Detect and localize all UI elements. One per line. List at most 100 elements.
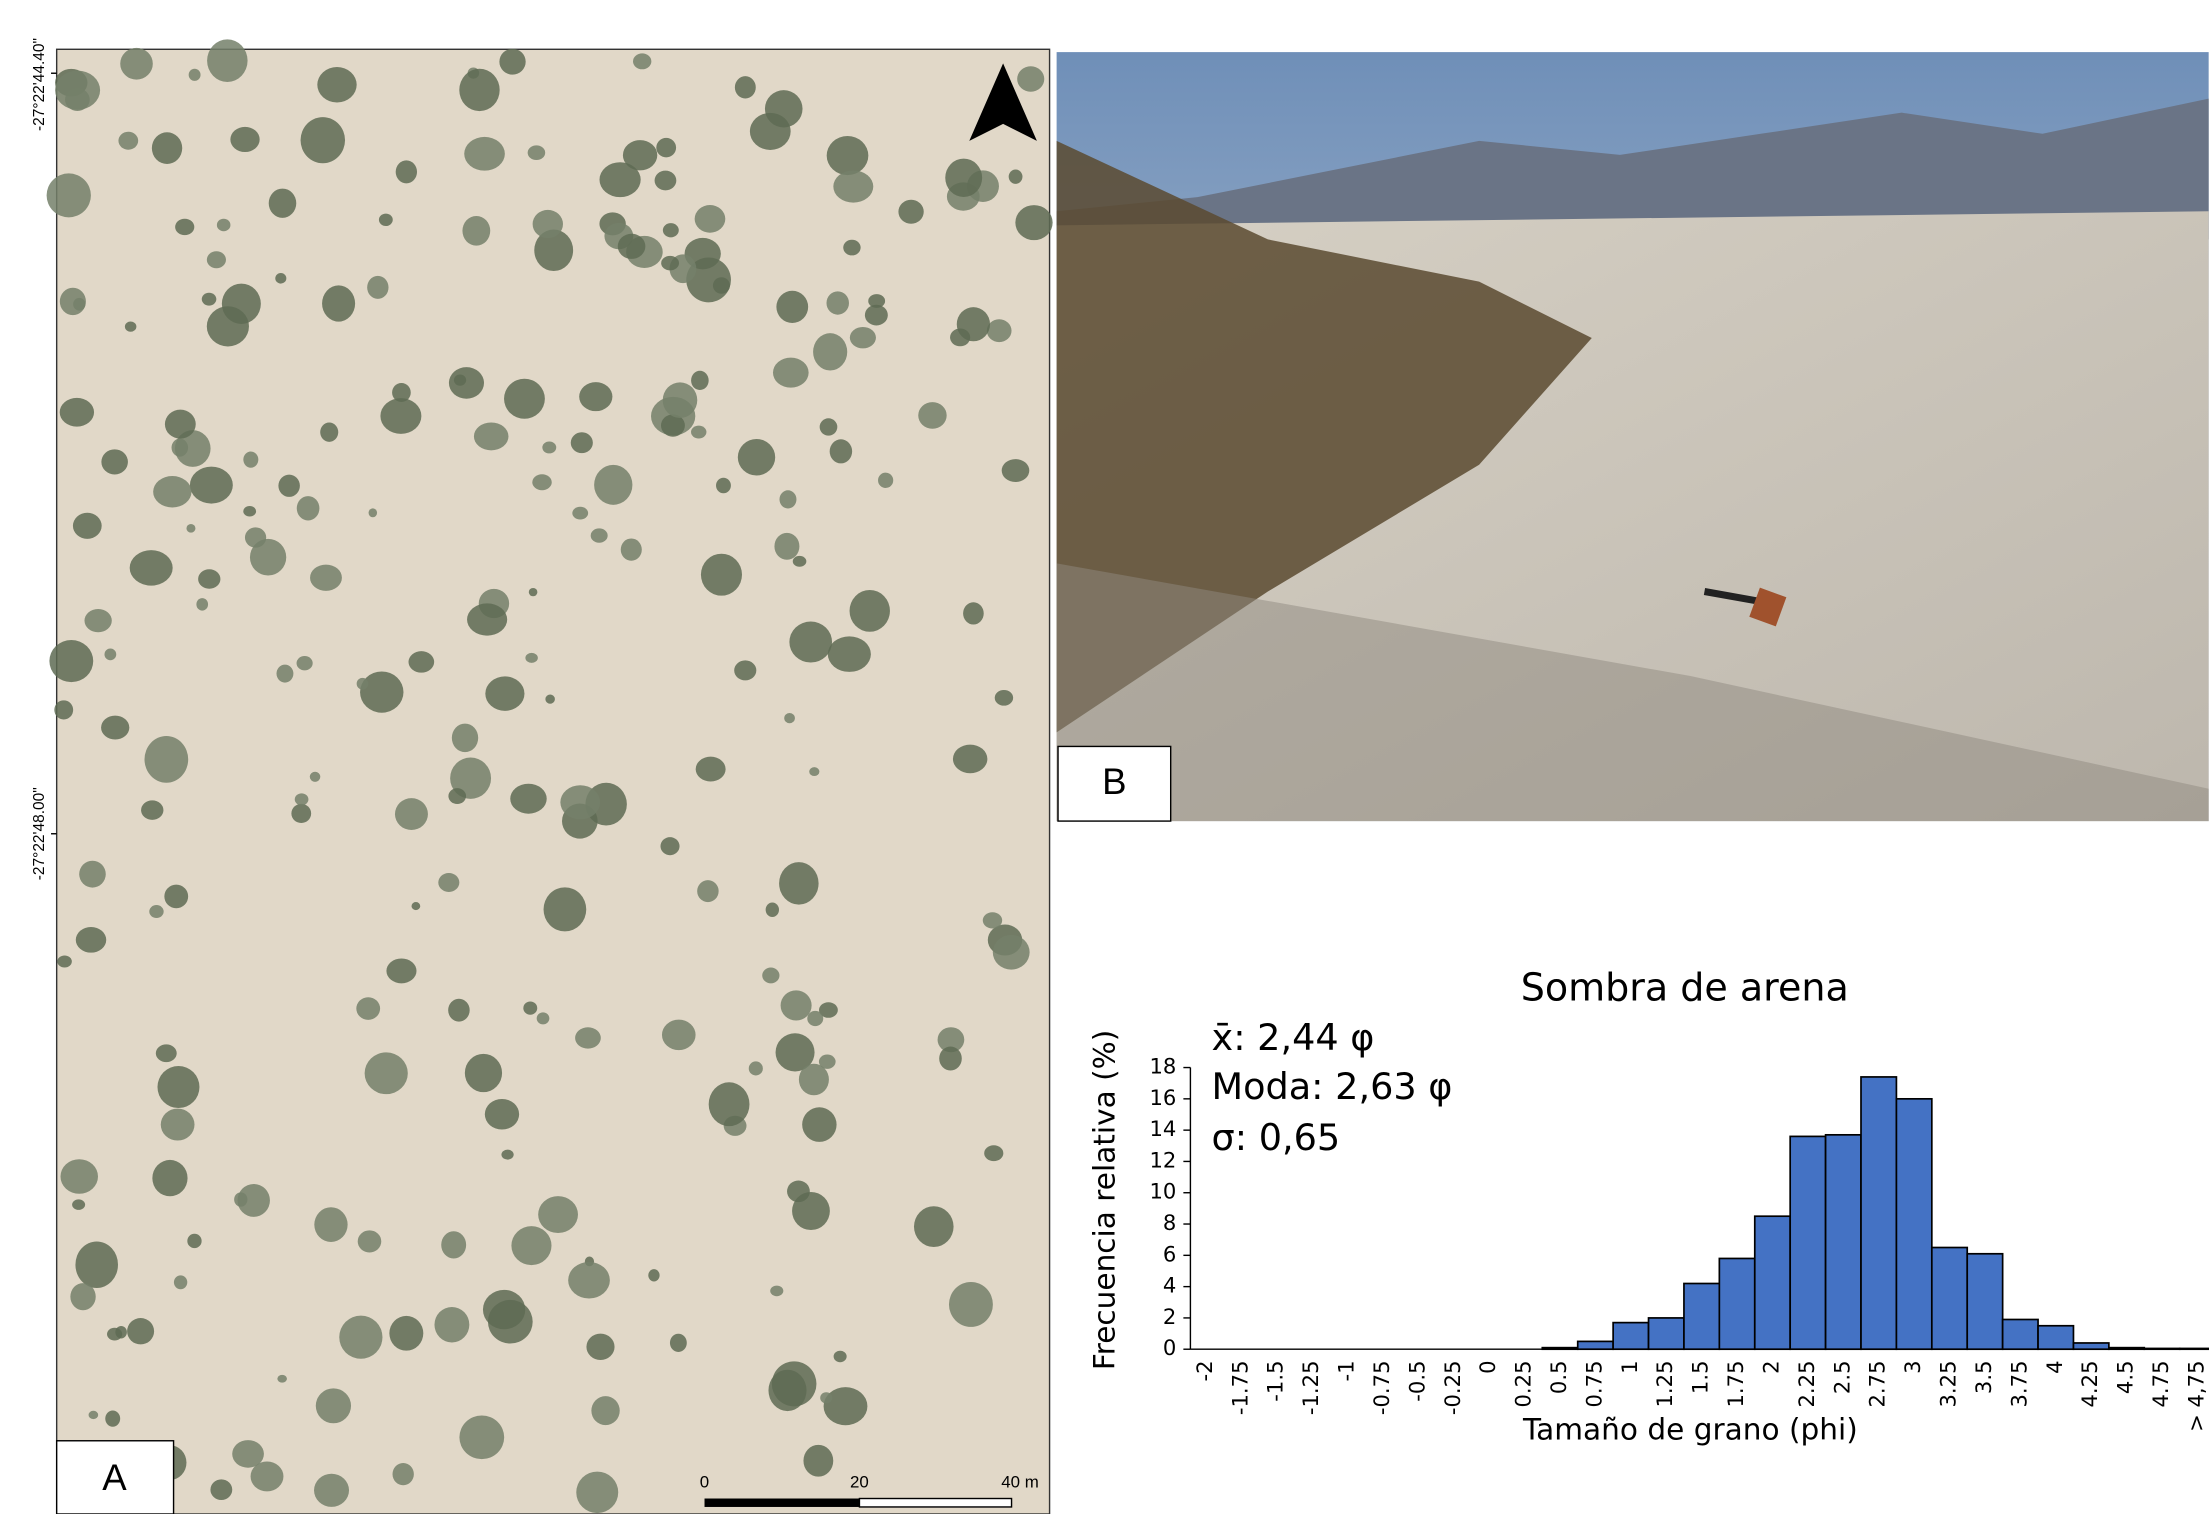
shrub — [118, 131, 139, 150]
shrub — [314, 1473, 350, 1507]
shrub — [485, 676, 525, 711]
x-tick-label: -2 — [1192, 1360, 1217, 1381]
scale-bar — [704, 1498, 860, 1507]
shrub — [833, 170, 874, 203]
hammer-head — [1749, 587, 1787, 627]
shrub — [818, 1002, 838, 1018]
shrub — [451, 723, 479, 753]
shrub — [662, 223, 679, 238]
shrub — [310, 564, 342, 591]
shrub — [152, 1159, 188, 1197]
shrub — [59, 397, 95, 427]
shrub — [532, 474, 552, 491]
shrub — [632, 53, 652, 70]
shrub — [189, 466, 233, 504]
shrub — [792, 1191, 830, 1231]
shrub — [570, 432, 593, 454]
x-tick-label: 2.25 — [1794, 1360, 1819, 1407]
shrub — [198, 569, 221, 589]
shrub — [775, 1033, 815, 1072]
shrub — [986, 319, 1012, 343]
shrub — [532, 209, 563, 239]
shrub — [104, 648, 117, 661]
shrub — [105, 1410, 121, 1427]
x-axis-label: Tamaño de grano (phi) — [1522, 1412, 1858, 1446]
shrub — [75, 1241, 119, 1288]
y-tick-label: 6 — [1163, 1241, 1176, 1266]
shrub — [360, 671, 404, 713]
shrub — [913, 1206, 954, 1248]
shrub — [528, 587, 538, 597]
shrub — [952, 744, 988, 774]
bar — [2108, 1346, 2146, 1351]
shrub — [408, 651, 435, 673]
x-tick-label: 2.5 — [1829, 1360, 1854, 1394]
x-tick-label: -1 — [1334, 1360, 1359, 1381]
shrub — [296, 656, 313, 671]
x-tick-label: -0.25 — [1440, 1360, 1465, 1415]
shrub — [982, 912, 1003, 929]
shrub — [221, 283, 261, 324]
x-tick-label: 0 — [1475, 1360, 1500, 1373]
bar — [1647, 1317, 1685, 1351]
bar — [1824, 1133, 1862, 1351]
x-tick-label: 3 — [1900, 1360, 1925, 1373]
shrub — [389, 1315, 424, 1351]
shrub — [694, 205, 726, 233]
shrub — [599, 162, 641, 198]
shrub — [438, 873, 460, 892]
x-tick-label: 0.75 — [1581, 1360, 1606, 1407]
shrub — [798, 1063, 829, 1096]
shrub — [173, 1275, 188, 1290]
shrub — [275, 273, 287, 284]
shrub — [322, 285, 356, 322]
scale-label: 0 — [700, 1472, 709, 1491]
y-tick-label: 12 — [1149, 1147, 1176, 1172]
shrub — [576, 1471, 619, 1514]
shrub — [230, 126, 260, 153]
aerial-image — [46, 39, 1053, 1515]
shrub — [210, 1479, 233, 1501]
shrub — [364, 1052, 408, 1095]
coordinate-label: -27°22'48.00" — [31, 787, 48, 880]
shrub — [367, 275, 389, 299]
shrub — [918, 402, 947, 429]
shrub — [948, 1281, 993, 1327]
x-tick-label: 3.25 — [1936, 1360, 1961, 1407]
bar — [2001, 1318, 2039, 1351]
shrub — [792, 555, 807, 567]
shrub — [849, 589, 890, 632]
shrub — [378, 213, 393, 227]
aerial-background — [55, 48, 1051, 1515]
shrub — [771, 1361, 817, 1407]
bar — [1930, 1246, 1969, 1351]
shrub — [697, 880, 719, 903]
shrub — [813, 333, 848, 371]
shrub — [268, 188, 297, 218]
shrub — [386, 958, 417, 984]
shrub — [789, 621, 833, 663]
y-tick-label: 2 — [1163, 1304, 1176, 1329]
shrub — [661, 255, 680, 271]
shrub — [779, 862, 819, 905]
shrub — [686, 257, 731, 303]
shrub — [294, 793, 309, 806]
shrub — [527, 145, 546, 161]
shrub — [115, 1325, 127, 1339]
bar — [2143, 1347, 2181, 1351]
y-tick-label: 8 — [1163, 1210, 1176, 1235]
shrub — [648, 1269, 660, 1282]
x-tick-label: 3.75 — [2006, 1360, 2031, 1407]
shrub — [149, 905, 164, 918]
x-tick-label: 4.5 — [2113, 1360, 2138, 1394]
shrub — [232, 1440, 264, 1468]
shrub — [542, 441, 557, 454]
shrub — [737, 438, 776, 476]
shrub — [849, 326, 876, 349]
shrub — [833, 1350, 847, 1363]
shrub — [101, 715, 130, 740]
shrub — [823, 1387, 868, 1426]
shrub — [72, 1199, 86, 1210]
shrub — [776, 290, 809, 324]
